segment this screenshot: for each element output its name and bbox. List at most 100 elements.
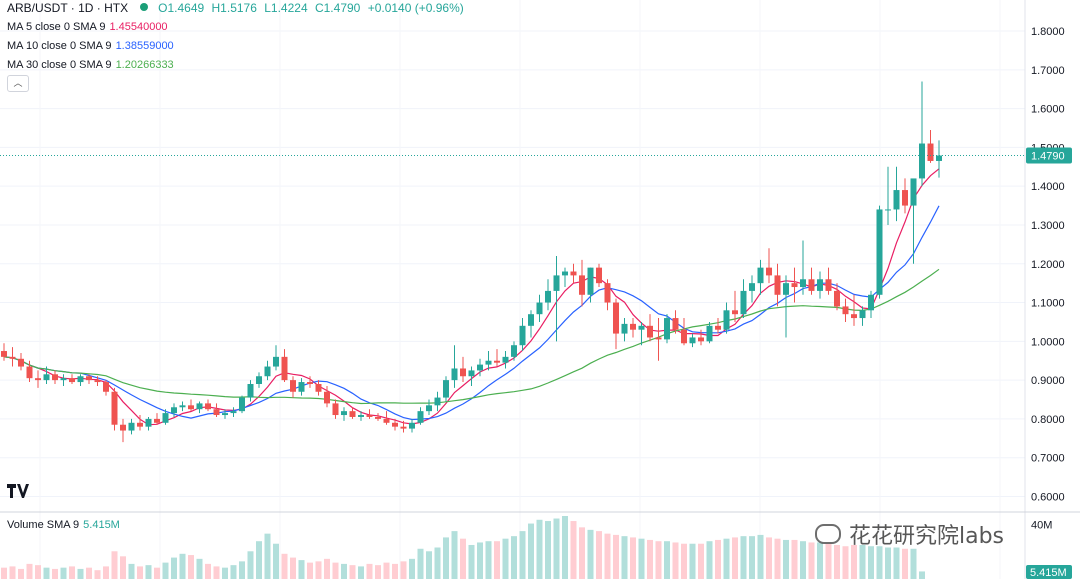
ma10-value: 1.38559000 xyxy=(115,40,174,52)
volume-bar xyxy=(52,568,58,579)
volume-bar xyxy=(876,546,883,579)
candle-body xyxy=(851,314,857,319)
candle-body xyxy=(723,310,730,330)
collapse-legend-button[interactable]: ︿ xyxy=(7,75,29,92)
candle-body xyxy=(256,376,262,384)
volume-bar xyxy=(86,567,92,579)
last-price-badge xyxy=(1026,147,1072,164)
candle-body xyxy=(392,422,398,427)
candle-body xyxy=(9,356,16,359)
candle-body xyxy=(927,143,934,161)
tradingview-logo-icon[interactable] xyxy=(7,484,29,504)
ma-line-10 xyxy=(3,205,940,421)
candle-body xyxy=(52,374,58,381)
volume-bar xyxy=(689,543,696,579)
candle-body xyxy=(332,403,339,416)
volume-bar xyxy=(358,566,364,579)
candle-body xyxy=(426,405,432,412)
volume-bar xyxy=(1,567,7,579)
candle-body xyxy=(647,325,653,338)
volume-bar xyxy=(290,557,296,579)
candle-body xyxy=(511,345,517,357)
candle-body xyxy=(443,380,449,398)
watermark: 花花研究院labs xyxy=(815,518,1004,550)
y-tick-label: 0.8000 xyxy=(1031,414,1065,426)
volume-bar xyxy=(426,551,432,579)
candle-body xyxy=(893,190,900,210)
volume-bar xyxy=(485,541,492,579)
volume-bar xyxy=(69,566,75,579)
open-value: O1.4649 xyxy=(158,1,205,15)
candle-body xyxy=(579,275,585,295)
volume-bar xyxy=(35,565,41,579)
candle-body xyxy=(902,190,908,206)
volume-bar xyxy=(740,536,747,579)
candle-body xyxy=(698,337,704,342)
volume-bar xyxy=(332,562,339,579)
volume-bar xyxy=(494,541,500,579)
candle-body xyxy=(86,376,92,381)
candle-body xyxy=(349,411,356,417)
volume-bar xyxy=(732,537,738,579)
watermark-text: 花花研究院labs xyxy=(849,524,1005,549)
volume-bar xyxy=(103,566,109,579)
symbol-label[interactable]: ARB/USDT · 1D · HTX xyxy=(7,1,129,15)
candle-body xyxy=(766,267,772,276)
candle-body xyxy=(434,397,441,406)
candle-body xyxy=(128,422,135,431)
candle-body xyxy=(638,325,645,330)
symbol-legend[interactable]: ARB/USDT · 1D · HTX O1.4649 H1.5176 L1.42… xyxy=(7,1,464,15)
ma30-legend[interactable]: MA 30 close 0 SMA 9 1.20266333 xyxy=(7,58,174,72)
candle-body xyxy=(910,178,917,206)
candle-body xyxy=(706,325,713,342)
volume-bar xyxy=(706,541,713,579)
volume-bar xyxy=(18,568,24,579)
volume-bar xyxy=(545,521,551,579)
volume-bar xyxy=(460,538,466,579)
candle-body xyxy=(468,370,475,377)
volume-bar xyxy=(723,538,730,579)
candle-body xyxy=(222,413,228,416)
candle-body xyxy=(375,416,381,419)
candle-body xyxy=(230,411,237,414)
candle-body xyxy=(94,380,101,383)
ma10-legend[interactable]: MA 10 close 0 SMA 9 1.38559000 xyxy=(7,39,174,53)
candle-body xyxy=(664,318,670,340)
volume-bar xyxy=(893,547,900,579)
volume-bar xyxy=(137,566,143,579)
candle-body xyxy=(26,366,33,379)
volume-bar xyxy=(859,544,866,579)
candle-body xyxy=(366,415,373,417)
candle-body xyxy=(417,411,424,423)
volume-bar xyxy=(26,563,33,579)
volume-bar xyxy=(902,548,908,579)
y-tick-label: 1.4000 xyxy=(1031,181,1065,193)
volume-bar xyxy=(587,529,594,579)
volume-bar xyxy=(596,531,602,579)
candle-body xyxy=(111,391,118,425)
ma5-label: MA 5 close 0 SMA 9 xyxy=(7,21,106,33)
volume-bar xyxy=(213,566,220,579)
volume-bar xyxy=(94,570,101,579)
ma5-legend[interactable]: MA 5 close 0 SMA 9 1.45540000 xyxy=(7,20,168,34)
candle-body xyxy=(868,294,874,311)
change-value: +0.0140 (+0.96%) xyxy=(367,1,464,15)
volume-bars xyxy=(1,516,925,579)
candle-body xyxy=(196,403,203,410)
candle-body xyxy=(60,378,67,381)
candle-body xyxy=(239,397,245,412)
candle-body xyxy=(876,209,883,295)
volume-bar xyxy=(502,538,509,579)
volume-bar xyxy=(315,561,322,579)
volume-bar xyxy=(664,541,670,579)
candle-body xyxy=(774,275,781,295)
volume-bar xyxy=(553,518,560,579)
candle-body xyxy=(817,279,823,291)
volume-bar xyxy=(205,563,211,579)
volume-bar xyxy=(298,560,305,579)
volume-bar xyxy=(375,565,381,579)
y-tick-label: 1.6000 xyxy=(1031,104,1065,116)
volume-legend[interactable]: Volume SMA 9 5.415M xyxy=(7,519,120,531)
